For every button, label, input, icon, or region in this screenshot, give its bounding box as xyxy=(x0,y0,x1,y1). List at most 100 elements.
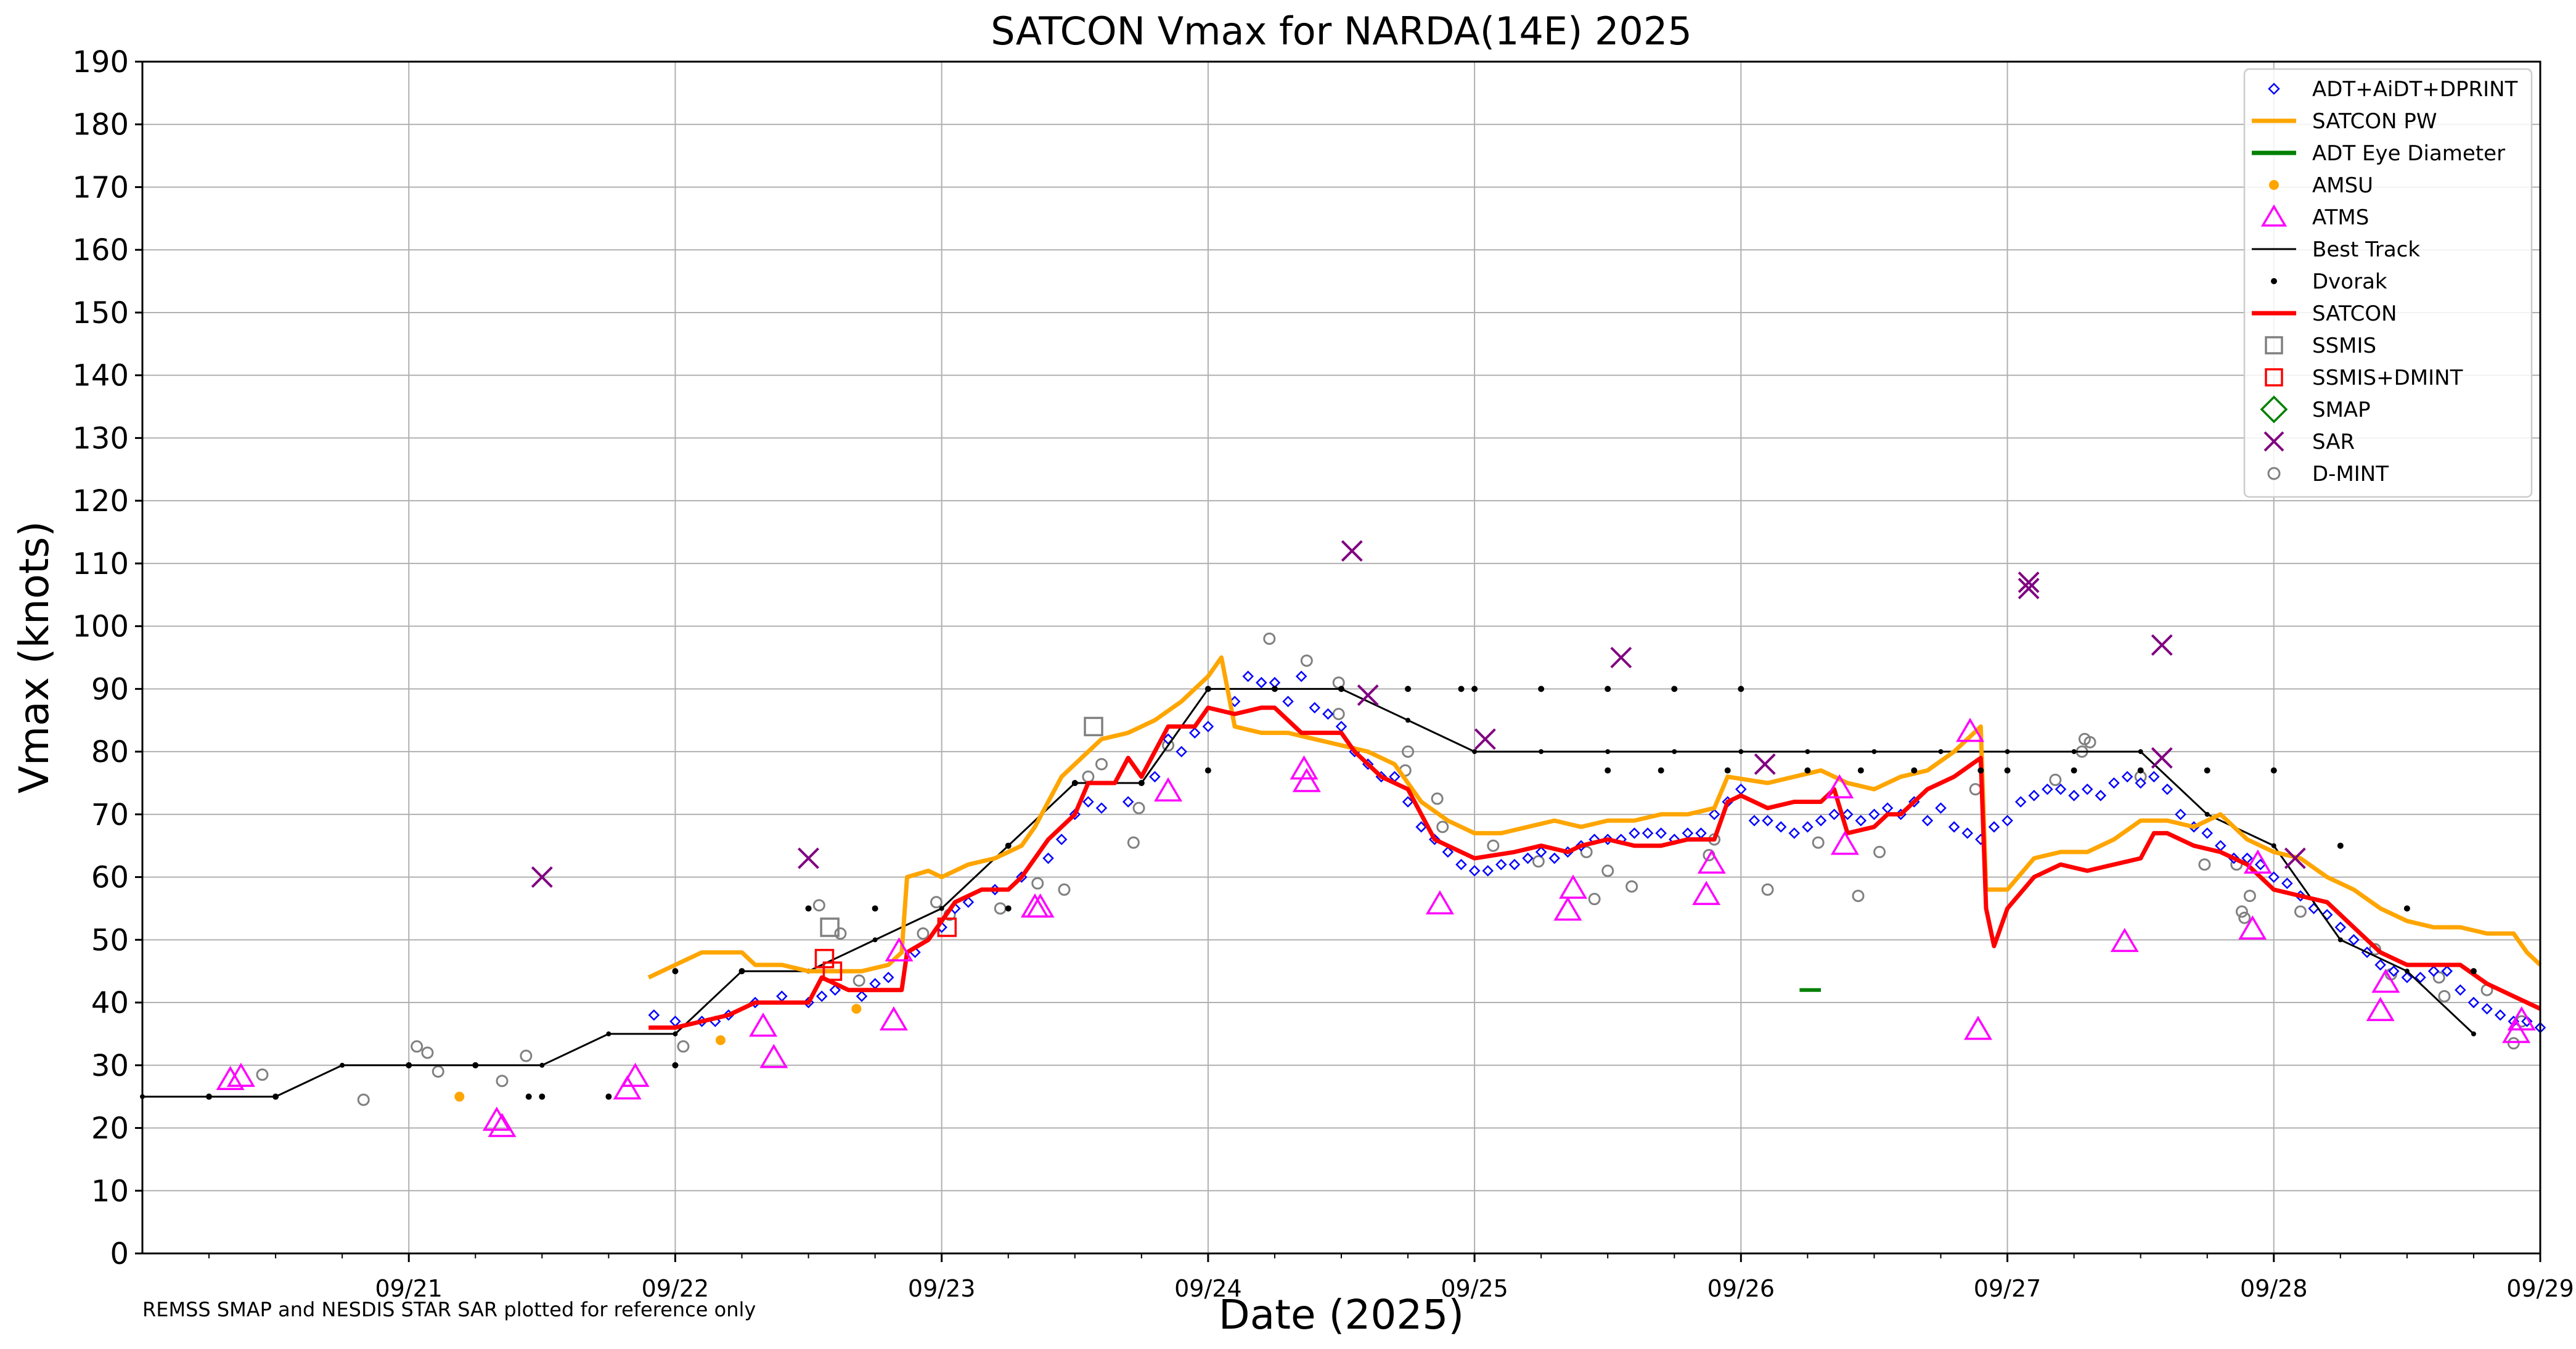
adt-point xyxy=(2268,871,2280,883)
dvorak-point xyxy=(2137,767,2144,774)
adt-point xyxy=(1455,858,1467,871)
adt-point xyxy=(1095,802,1108,814)
x-tick-label: 09/22 xyxy=(642,1275,709,1302)
legend-marker xyxy=(2271,278,2277,284)
amsu-point xyxy=(851,1004,862,1014)
atms-point xyxy=(2366,996,2395,1022)
dmint-point xyxy=(2049,773,2062,786)
best-track-point xyxy=(1672,749,1677,755)
plot-frame xyxy=(141,60,2541,1255)
dmint-point xyxy=(1431,792,1444,805)
dmint-point xyxy=(2198,858,2211,871)
atms-point xyxy=(216,1065,245,1090)
dmint-point xyxy=(1132,802,1145,814)
dvorak-point xyxy=(1204,686,1211,692)
adt-point xyxy=(2388,965,2400,977)
x-axis-label: Date (2025) xyxy=(1219,1291,1464,1339)
best-track-point xyxy=(939,906,944,911)
ssmis-point xyxy=(1084,716,1103,737)
dvorak-point xyxy=(738,968,745,975)
dmint-point xyxy=(1625,880,1638,893)
legend-label: SSMIS+DMINT xyxy=(2312,366,2463,390)
gridlines xyxy=(142,61,2541,1254)
adt-point xyxy=(2068,790,2080,802)
ssmis-point xyxy=(820,917,840,937)
adt-point xyxy=(1322,708,1334,720)
adt-point xyxy=(2281,877,2293,890)
adt-point xyxy=(2161,783,2173,795)
atms-point xyxy=(1692,880,1721,905)
adt-point xyxy=(1642,827,1654,839)
best-track-point xyxy=(2271,843,2276,848)
dmint-point xyxy=(853,974,865,987)
legend-label: SAR xyxy=(2312,430,2355,454)
dvorak-point xyxy=(1338,686,1344,692)
best-track-point xyxy=(2005,749,2010,755)
legend-marker xyxy=(2260,395,2288,424)
legend-marker xyxy=(2268,83,2280,95)
y-tick-label: 80 xyxy=(91,735,129,769)
amsu-point xyxy=(454,1091,465,1102)
legend-label: Best Track xyxy=(2312,237,2420,262)
best-track-point xyxy=(1472,749,1478,755)
plot-area xyxy=(140,540,2546,1138)
adt-point xyxy=(648,1009,660,1021)
adt-point xyxy=(2427,965,2440,977)
dmint-point xyxy=(1058,883,1071,896)
dmint-point xyxy=(1263,632,1276,645)
adt-point xyxy=(2494,1009,2506,1021)
chart-title: SATCON Vmax for NARDA(14E) 2025 xyxy=(991,9,1692,54)
dmint-point xyxy=(496,1075,509,1088)
legend-label: SATCON PW xyxy=(2312,109,2437,134)
atms-point xyxy=(1425,890,1454,915)
dvorak-point xyxy=(2470,968,2477,975)
sar-point xyxy=(1474,728,1496,750)
adt-point xyxy=(1482,865,1494,877)
satcon-pw-line xyxy=(647,655,2542,980)
dvorak-point xyxy=(1671,686,1678,692)
dvorak-point xyxy=(539,1093,546,1100)
best-track-point xyxy=(2071,749,2077,755)
dmint-point xyxy=(431,1065,444,1078)
dvorak-point xyxy=(1605,686,1611,692)
legend-label: SMAP xyxy=(2312,398,2371,422)
adt-point xyxy=(1522,852,1534,864)
atms-point xyxy=(1964,1015,1993,1040)
atms-point xyxy=(879,1006,908,1031)
dmint-point xyxy=(1761,883,1774,896)
satcon-line xyxy=(648,705,2541,1030)
adt-point xyxy=(2081,783,2093,795)
dvorak-point xyxy=(1977,767,1984,774)
dmint-point xyxy=(1402,745,1415,758)
adt-point xyxy=(2521,1015,2533,1027)
adt-point xyxy=(1655,827,1667,839)
legend-marker xyxy=(2265,368,2283,387)
y-tick-label: 110 xyxy=(72,547,129,581)
adt-point xyxy=(2321,909,2333,921)
legend-label: SATCON xyxy=(2312,301,2397,326)
dmint-point xyxy=(357,1093,370,1106)
dvorak-point xyxy=(1471,686,1478,692)
adt-point xyxy=(1988,821,2000,833)
adt-point xyxy=(2468,996,2480,1009)
best-track-point xyxy=(2138,749,2143,755)
sar-point xyxy=(531,866,553,888)
dmint-point xyxy=(2438,990,2451,1003)
dvorak-point xyxy=(1204,767,1211,774)
dvorak-point xyxy=(1005,842,1012,849)
adt-point xyxy=(2121,771,2133,783)
dmint-point xyxy=(1852,890,1865,903)
sar-point xyxy=(2284,847,2306,869)
dmint-point xyxy=(2235,905,2248,918)
dmint-point xyxy=(1873,845,1886,858)
adt-point xyxy=(1535,846,1547,858)
legend-box xyxy=(2243,68,2533,498)
dvorak-point xyxy=(1605,767,1611,774)
best-track-point xyxy=(1938,749,1944,755)
dvorak-point xyxy=(2403,905,2410,912)
adt-point xyxy=(2002,814,2013,827)
sar-point xyxy=(2018,572,2040,593)
adt-point xyxy=(1961,827,1973,839)
dvorak-point xyxy=(1538,686,1545,692)
